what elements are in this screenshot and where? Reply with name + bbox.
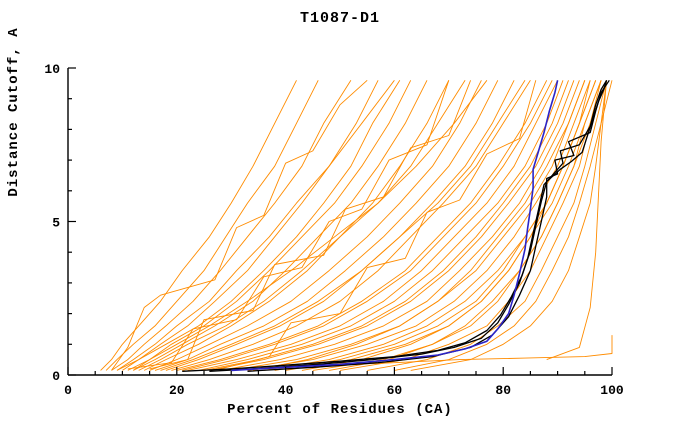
reference-curve	[209, 79, 608, 372]
model-curve	[160, 80, 526, 371]
y-tick-label: 5	[52, 216, 60, 231]
model-curve	[149, 80, 482, 371]
model-curve	[231, 80, 586, 371]
best-model-curve	[231, 80, 559, 372]
model-curve	[111, 79, 368, 371]
model-curve	[111, 80, 352, 371]
model-curve	[105, 80, 319, 371]
y-tick-label: 10	[44, 62, 60, 77]
model-curve	[182, 80, 553, 371]
reference-curve	[182, 80, 608, 372]
model-curve	[546, 80, 608, 361]
model-curve	[203, 80, 569, 371]
model-curve	[133, 80, 428, 371]
model-curve	[247, 80, 591, 371]
model-curve	[122, 80, 379, 371]
model-curve	[116, 80, 401, 371]
x-axis-label: Percent of Residues (CA)	[227, 402, 453, 418]
model-curve	[410, 80, 608, 371]
model-curve	[252, 80, 586, 371]
reference-curve	[247, 79, 610, 372]
model-curve	[301, 80, 602, 371]
x-tick-label: 0	[64, 383, 72, 398]
model-curve	[318, 335, 613, 367]
model-curve	[274, 80, 591, 371]
model-curve	[165, 80, 515, 371]
model-curve	[367, 80, 608, 371]
model-curve	[176, 80, 548, 371]
x-tick-label: 60	[387, 383, 403, 398]
model-curve	[149, 80, 472, 370]
chart-title: T1087-D1	[299, 10, 380, 27]
model-curve	[127, 80, 450, 370]
model-curve	[127, 80, 412, 371]
x-tick-label: 80	[495, 383, 511, 398]
model-curve	[187, 80, 559, 371]
y-tick-label: 0	[52, 369, 60, 384]
model-curve	[100, 80, 297, 371]
model-curve	[138, 80, 466, 371]
x-tick-label: 20	[169, 383, 185, 398]
x-tick-label: 100	[600, 383, 624, 398]
model-curve	[220, 80, 580, 371]
model-curve	[116, 80, 395, 371]
model-curve	[394, 80, 613, 371]
model-curve	[209, 80, 575, 371]
model-curve	[154, 80, 499, 371]
model-curve	[285, 80, 597, 371]
model-curve	[220, 80, 537, 370]
model-curve	[198, 80, 564, 371]
x-tick-label: 40	[278, 383, 294, 398]
model-curve	[171, 80, 531, 371]
